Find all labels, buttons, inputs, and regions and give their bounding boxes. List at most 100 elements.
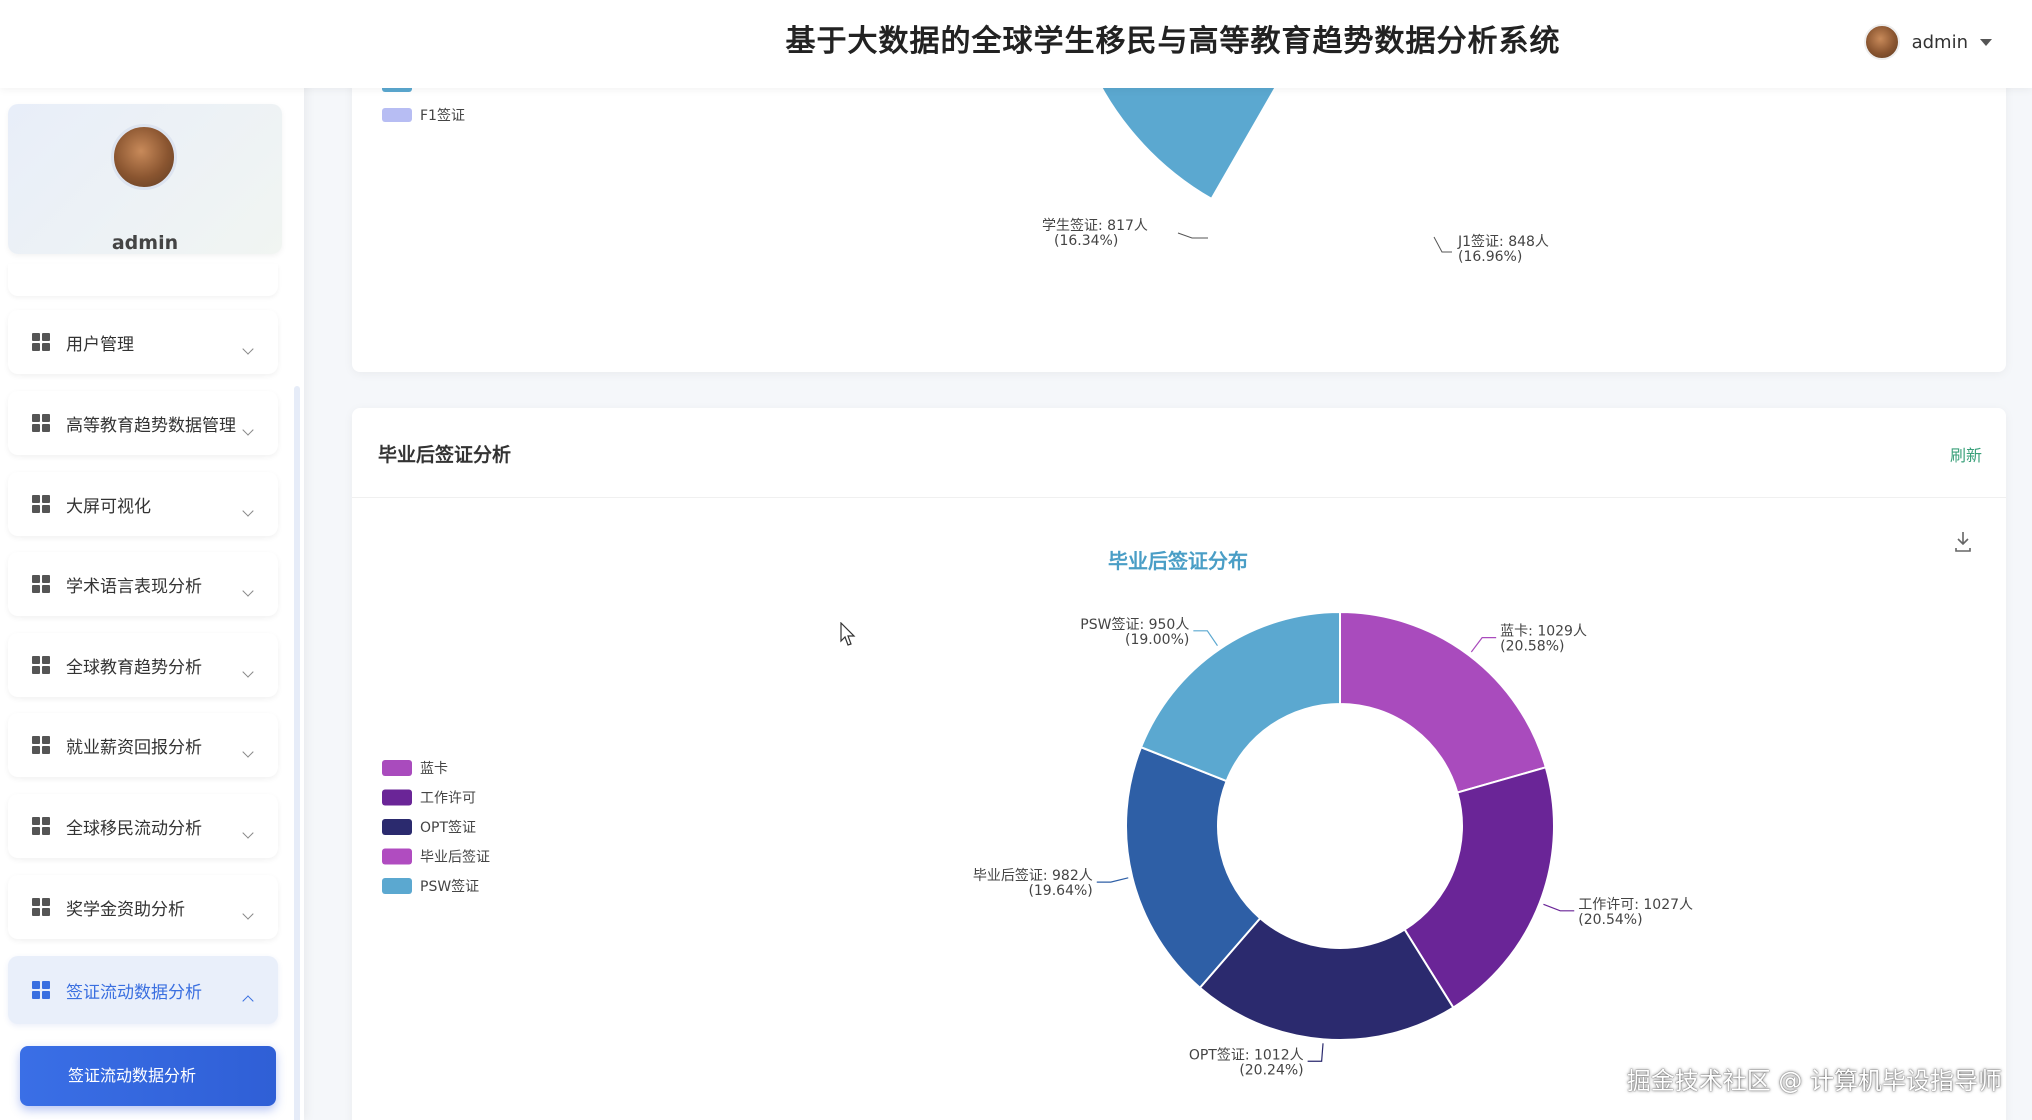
chevron-down-icon	[242, 746, 254, 758]
legend-swatch-2[interactable]	[382, 819, 412, 835]
avatar	[111, 124, 177, 190]
sidebar-item-label: 签证流动数据分析	[66, 982, 202, 1003]
legend-swatch-1[interactable]	[382, 789, 412, 806]
donut-slice-0[interactable]	[1339, 610, 1548, 794]
label-line	[1433, 236, 1452, 253]
sidebar-scrollbar[interactable]	[294, 386, 300, 1120]
donut-slices	[1125, 610, 1555, 1041]
grid-icon	[32, 495, 50, 513]
donut-label-line-3	[1096, 877, 1129, 883]
sidebar-item-language[interactable]: 学术语言表现分析	[8, 552, 278, 616]
user-menu[interactable]: admin	[1863, 22, 1992, 62]
grid-icon	[32, 981, 50, 999]
legend-label-3[interactable]: 毕业后签证	[420, 849, 490, 866]
donut-value-label-3: 毕业后签证: 982人	[973, 867, 1093, 884]
sidebar-item-migration[interactable]: 全球移民流动分析	[8, 794, 278, 858]
pie-label-student-visa: 学生签证: 817人	[1042, 217, 1148, 234]
refresh-button[interactable]: 刷新	[1949, 446, 1982, 465]
post-graduation-visa-card: 毕业后签证分析 刷新 毕业后签证分布 蓝卡工作许可 OPT签证毕业后签证 PSW签证…	[352, 408, 2006, 1120]
legend-swatch-f1[interactable]	[382, 108, 412, 122]
mouse-cursor-icon	[840, 622, 856, 646]
donut-percent-label-0: (20.58%)	[1500, 639, 1564, 655]
chevron-down-icon	[242, 908, 254, 920]
sidebar-item-label: 高等教育趋势数据管理	[66, 415, 236, 436]
watermark-text: 掘金技术社区 @ 计算机毕设指导师	[1626, 1067, 2002, 1095]
legend-label-4[interactable]: PSW签证	[420, 878, 479, 895]
sidebar: admin 用户管理 高等教育趋势数据管理 大屏可视化 学术语言表现分析 全球教…	[0, 76, 304, 1120]
sidebar-item-label: 全球移民流动分析	[66, 818, 202, 839]
chevron-down-icon	[242, 343, 254, 355]
chevron-down-icon	[242, 505, 254, 517]
system-title: 基于大数据的全球学生移民与高等教育趋势数据分析系统	[785, 24, 1561, 59]
legend-label-f1[interactable]: F1签证	[420, 107, 465, 124]
sidebar-item-label: 奖学金资助分析	[66, 899, 185, 920]
donut-labels: 蓝卡: 1029人(20.58%) 工作许可: 1027人(20.54%) OPT签…	[973, 616, 1693, 1078]
grid-icon	[32, 656, 50, 674]
sidebar-item-label: 大屏可视化	[66, 496, 151, 517]
avatar[interactable]	[1863, 24, 1900, 60]
sidebar-item-big-screen[interactable]: 大屏可视化	[8, 472, 278, 536]
chevron-down-icon	[242, 585, 254, 597]
submenu-visa-flow-analysis[interactable]: 签证流动数据分析	[20, 1046, 276, 1106]
grid-icon	[32, 817, 50, 835]
chevron-down-icon	[242, 424, 254, 436]
sidebar-item-salary[interactable]: 就业薪资回报分析	[8, 713, 278, 777]
sidebar-item-label: 就业薪资回报分析	[66, 737, 202, 758]
donut-label-line-2	[1307, 1043, 1324, 1062]
caret-down-icon[interactable]	[1980, 38, 1992, 46]
donut-value-label-2: OPT签证: 1012人	[1189, 1046, 1304, 1063]
card-header: 毕业后签证分析 刷新	[352, 408, 2006, 498]
donut-slice-3[interactable]	[1125, 745, 1262, 990]
grid-icon	[32, 414, 50, 432]
donut-slice-4[interactable]	[1139, 610, 1341, 783]
sidebar-item-label: 用户管理	[66, 334, 134, 355]
donut-percent-label-2: (20.24%)	[1239, 1062, 1303, 1078]
top-pie-chart: F1签证 学生签证: 817人 (16.34%) J1签证: 848人 (16.…	[382, 40, 1549, 265]
donut-label-line-1	[1543, 903, 1575, 912]
donut-label-line-4	[1193, 630, 1218, 647]
grid-icon	[32, 736, 50, 754]
download-icon[interactable]	[1955, 532, 1971, 552]
top-header: 基于大数据的全球学生移民与高等教育趋势数据分析系统 admin	[0, 0, 2032, 88]
pie-label-j1-visa-pct: (16.96%)	[1458, 249, 1522, 265]
legend-swatch-3[interactable]	[382, 848, 412, 865]
legend-label-2[interactable]: OPT签证	[420, 819, 476, 836]
menu-item-partial[interactable]	[8, 264, 278, 296]
donut-percent-label-1: (20.54%)	[1578, 912, 1642, 928]
donut-label-line-0	[1470, 637, 1497, 653]
donut-slice-1[interactable]	[1403, 766, 1555, 1009]
chevron-up-icon	[242, 995, 254, 1007]
chevron-down-icon	[242, 666, 254, 678]
grid-icon	[32, 898, 50, 916]
sidebar-item-label: 全球教育趋势分析	[66, 657, 202, 678]
donut-value-label-4: PSW签证: 950人	[1080, 616, 1189, 633]
sidebar-item-global-trend[interactable]: 全球教育趋势分析	[8, 633, 278, 697]
label-line	[1177, 232, 1208, 239]
chevron-down-icon	[242, 827, 254, 839]
legend-swatch-0[interactable]	[382, 760, 412, 776]
sidebar-item-label: 学术语言表现分析	[66, 576, 202, 597]
profile-name: admin	[111, 232, 179, 254]
sidebar-item-scholarship[interactable]: 奖学金资助分析	[8, 875, 278, 939]
sidebar-item-user-management[interactable]: 用户管理	[8, 310, 278, 374]
donut-value-label-0: 蓝卡: 1029人	[1500, 624, 1587, 640]
chart-title: 毕业后签证分布	[1108, 549, 1248, 573]
pie-label-student-visa-pct: (16.34%)	[1054, 233, 1118, 249]
card-title: 毕业后签证分析	[378, 444, 512, 466]
profile-card: admin	[8, 104, 282, 254]
donut-percent-label-3: (19.64%)	[1028, 883, 1092, 899]
header-username[interactable]: admin	[1911, 31, 1968, 53]
donut-slice-2[interactable]	[1198, 916, 1455, 1041]
top-chart-card: F1签证 学生签证: 817人 (16.34%) J1签证: 848人 (16.…	[352, 40, 2006, 372]
donut-percent-label-4: (19.00%)	[1125, 632, 1189, 648]
grid-icon	[32, 333, 50, 351]
pie-label-j1-visa: J1签证: 848人	[1457, 233, 1549, 250]
legend-swatch-4[interactable]	[382, 878, 412, 894]
legend-label-0[interactable]: 蓝卡	[420, 761, 448, 777]
donut-value-label-1: 工作许可: 1027人	[1578, 897, 1693, 913]
sidebar-item-visa-flow[interactable]: 签证流动数据分析	[8, 956, 278, 1024]
legend-label-1[interactable]: 工作许可	[420, 791, 476, 807]
sidebar-item-education-data[interactable]: 高等教育趋势数据管理	[8, 391, 278, 455]
